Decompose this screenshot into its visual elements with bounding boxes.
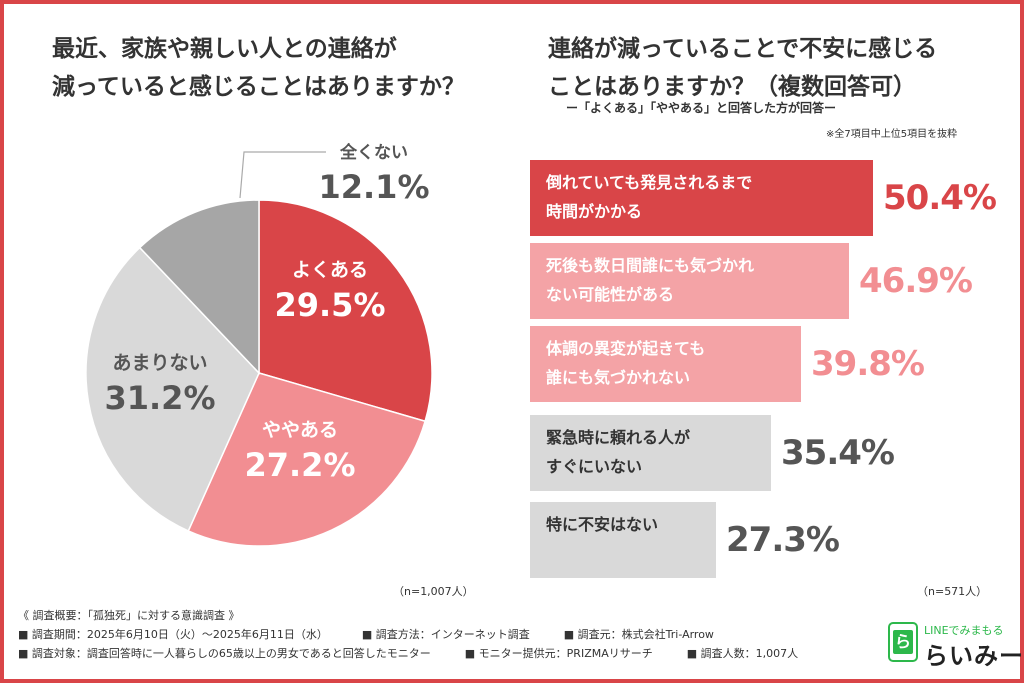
- bar: 死後も数日間誰にも気づかれ ない可能性がある: [530, 243, 849, 319]
- pie-slice: [85, 246, 260, 532]
- footer-row-2: ■ 調査対象：調査回答時に一人暮らしの65歳以上の男女であると回答したモニター ■…: [18, 644, 868, 663]
- bar-value-label: 46.9%: [859, 261, 973, 301]
- pie-title-line2: 減っていると感じることはありますか？: [52, 74, 465, 100]
- bar-category-label: 死後も数日間誰にも気づかれ ない可能性がある: [546, 256, 755, 304]
- pie-slice: [258, 199, 433, 423]
- footer-target: ■ 調査対象：調査回答時に一人暮らしの65歳以上の男女であると回答したモニター: [18, 647, 431, 660]
- pie-chart-title: 最近、家族や親しい人との連絡が 減っていると感じることはありますか？: [52, 30, 492, 106]
- bar-sample-size: （n=571人）: [917, 585, 988, 598]
- bar: 特に不安はない: [530, 502, 716, 578]
- pie-slice-label: よくある: [292, 259, 368, 281]
- footer-method: ■ 調査方法：インターネット調査: [361, 628, 530, 641]
- bar-value-label: 27.3%: [726, 520, 840, 560]
- bar-title-line2: ことはありますか？（複数回答可）: [548, 74, 916, 100]
- footer-period: ■ 調査期間：2025年6月10日（火）〜2025年6月11日（水）: [18, 628, 328, 641]
- footer-count: ■ 調査人数：1,007人: [686, 647, 799, 660]
- bar-chart-title: 連絡が減っていることで不安に感じる ことはありますか？（複数回答可）: [548, 30, 988, 106]
- footer-source: ■ 調査元：株式会社Tri-Arrow: [563, 628, 714, 641]
- bar: 体調の異変が起きても 誰にも気づかれない: [530, 326, 801, 402]
- pie-slice-value: 12.1%: [318, 168, 429, 206]
- pie-sample-size: （n=1,007人）: [393, 585, 474, 598]
- bar-value-label: 39.8%: [811, 344, 925, 384]
- pie-slice-value: 27.2%: [244, 446, 355, 484]
- bar-chart-subtitle: ー「よくある」「ややある」と回答した方が回答ー: [566, 101, 837, 115]
- pie-slice-label: ややある: [262, 419, 338, 441]
- bar-title-line1: 連絡が減っていることで不安に感じる: [548, 36, 938, 62]
- raimi-logo: ら LINEでみまもる らいみー: [888, 620, 1023, 670]
- bar: 緊急時に頼れる人が すぐにいない: [530, 415, 771, 491]
- phone-icon: ら: [888, 622, 918, 662]
- logo-icon-char: ら: [893, 630, 913, 654]
- bar-value-label: 35.4%: [781, 433, 895, 473]
- pie-title-line1: 最近、家族や親しい人との連絡が: [52, 36, 397, 62]
- pie-slice: [138, 199, 260, 375]
- pie-slice-label: あまりない: [112, 352, 207, 374]
- survey-footer: 《 調査概要：「孤独死」に対する意識調査 》 ■ 調査期間：2025年6月10日…: [18, 606, 868, 663]
- pie-slice: [187, 372, 427, 547]
- pie-slice-label: 全くない: [339, 142, 408, 163]
- logo-wordmark: らいみー: [924, 642, 1024, 670]
- bar-category-label: 倒れていても発見されるまで 時間がかかる: [546, 173, 753, 221]
- pie-slice-value: 29.5%: [274, 286, 385, 324]
- footer-row-1: ■ 調査期間：2025年6月10日（火）〜2025年6月11日（水） ■ 調査方法…: [18, 625, 868, 644]
- pie-slice-value: 31.2%: [104, 379, 215, 417]
- excerpt-note: ※全7項目中上位5項目を抜粋: [826, 129, 958, 140]
- bar-category-label: 特に不安はない: [546, 515, 659, 534]
- bar-category-label: 体調の異変が起きても 誰にも気づかれない: [546, 339, 706, 387]
- logo-tagline: LINEでみまもる: [924, 624, 1004, 637]
- footer-provider: ■ モニター提供元：PRIZMAリサーチ: [464, 647, 653, 660]
- bar-value-label: 50.4%: [883, 178, 997, 218]
- leader-line: [239, 151, 326, 199]
- footer-heading: 《 調査概要：「孤独死」に対する意識調査 》: [18, 609, 240, 622]
- bar: 倒れていても発見されるまで 時間がかかる: [530, 160, 873, 236]
- bar-category-label: 緊急時に頼れる人が すぐにいない: [546, 428, 691, 476]
